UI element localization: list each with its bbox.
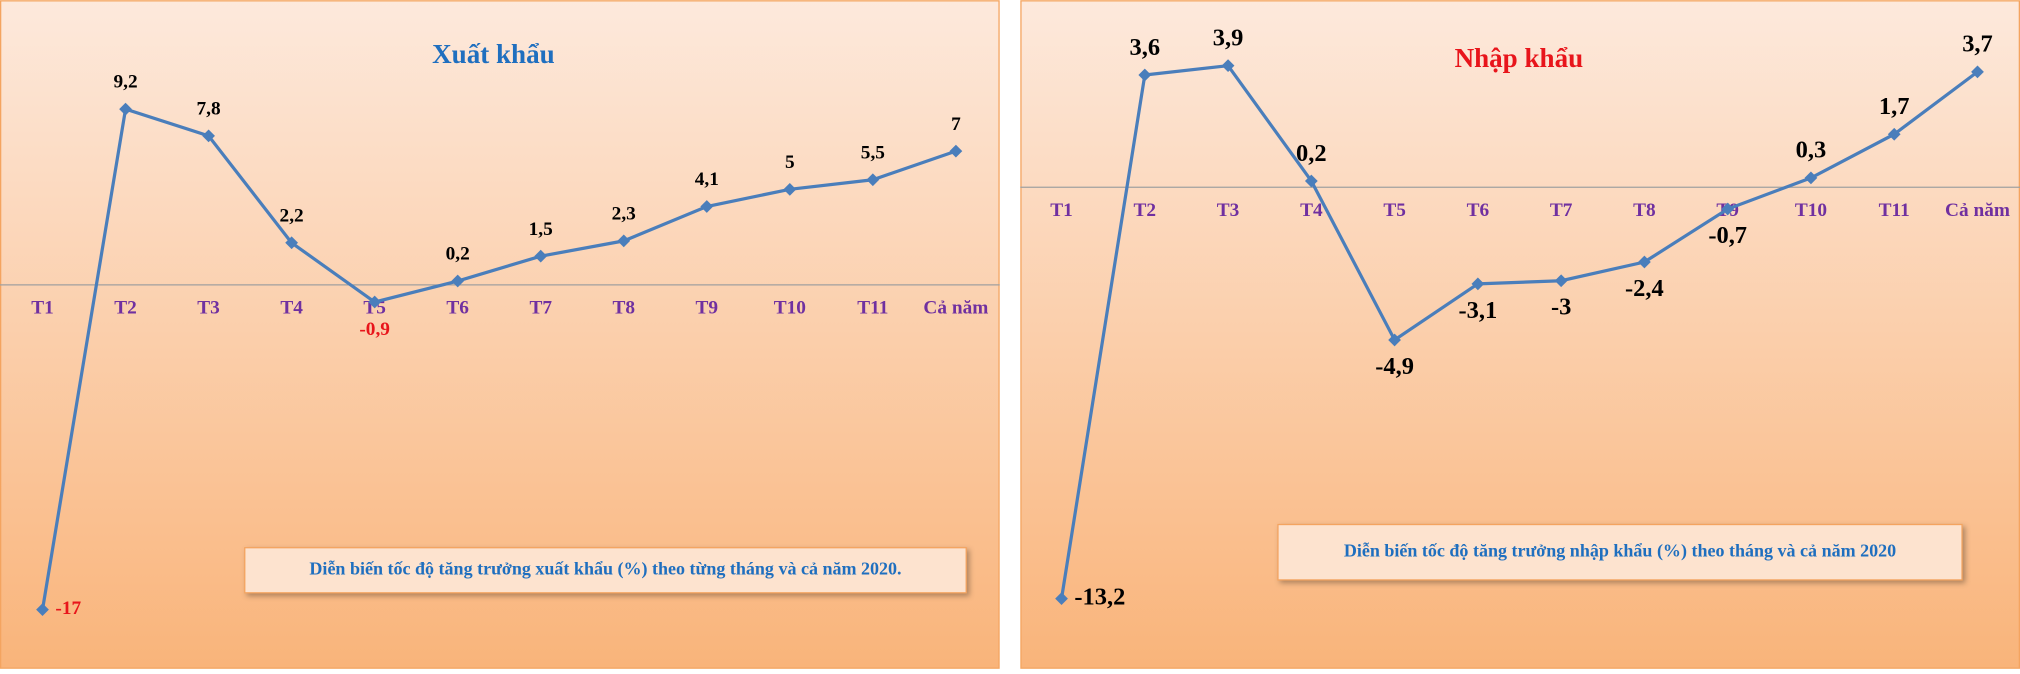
data-label: 0,2 [1296,140,1327,167]
data-label: 2,2 [280,205,304,226]
data-label: 5 [785,152,795,173]
x-tick-label: T7 [1550,200,1573,221]
marker [1721,202,1735,216]
marker [451,274,465,288]
data-label: 1,7 [1879,93,1910,120]
data-label: 0,3 [1796,137,1827,164]
marker [1388,333,1401,347]
x-tick-label: T7 [529,298,552,319]
marker [1638,255,1651,269]
chart-title: Xuất khẩu [432,39,555,69]
marker [1971,65,1984,79]
x-tick-label: T5 [1383,200,1406,221]
marker [285,236,298,250]
x-tick-label: T10 [774,298,806,319]
x-tick-label: T2 [1134,200,1157,221]
annotation-box [1277,523,1963,581]
data-label: -4,9 [1375,353,1414,380]
x-tick-label: T6 [446,298,469,319]
x-tick-label: T6 [1467,200,1490,221]
data-label: -0,7 [1708,222,1747,249]
x-tick-label: T3 [197,298,220,319]
data-label: 3,6 [1130,34,1161,61]
data-label: -3,1 [1459,297,1498,324]
x-tick-label: T10 [1795,200,1827,221]
marker [617,234,631,248]
x-tick-label: T3 [1217,200,1240,221]
data-label: 1,5 [529,219,553,240]
x-tick-label: Cả năm [923,298,988,319]
line [40,106,957,610]
marker [1887,127,1901,141]
marker [534,249,548,263]
data-label: 7,8 [197,98,221,119]
data-label: -17 [55,598,81,619]
x-tick-label: T9 [696,298,719,319]
marker [119,102,132,116]
x-tick-label: T11 [857,298,888,319]
marker [700,200,714,213]
chart-title: Nhập khẩu [1455,43,1584,73]
marker [1471,277,1485,291]
data-label: 2,3 [612,204,636,225]
x-tick-label: T2 [114,298,137,319]
x-tick-label: T11 [1879,200,1910,221]
data-label: 7 [951,114,961,135]
data-label: -3 [1551,294,1571,321]
x-tick-label: T4 [1300,200,1323,221]
marker [202,129,215,143]
data-label: -2,4 [1625,275,1664,302]
x-tick-label: T1 [31,298,54,319]
x-tick-label: T8 [612,298,635,319]
annotation: Diễn biến tốc độ tăng trưởng xuất khẩu (… [309,558,901,579]
data-label: -0,9 [359,319,390,340]
marker [1138,68,1152,82]
x-tick-label: Cả năm [1945,200,2010,221]
data-label: 0,2 [446,244,470,265]
data-label: 3,9 [1213,24,1244,51]
x-tick-label: T8 [1633,200,1656,221]
x-tick-label: T1 [1050,200,1073,221]
data-label: 5,5 [861,142,885,163]
marker [866,173,880,187]
data-label: 9,2 [113,72,137,93]
data-label: 3,7 [1962,31,1993,58]
x-tick-label: T4 [280,298,303,319]
annotation: Diễn biến tốc độ tăng trưởng nhập khẩu (… [1344,540,1896,561]
data-label: -13,2 [1074,583,1125,610]
line [1059,63,1979,599]
data-label: 4,1 [695,169,719,190]
marker [1554,274,1568,288]
annotation-box [244,547,967,594]
